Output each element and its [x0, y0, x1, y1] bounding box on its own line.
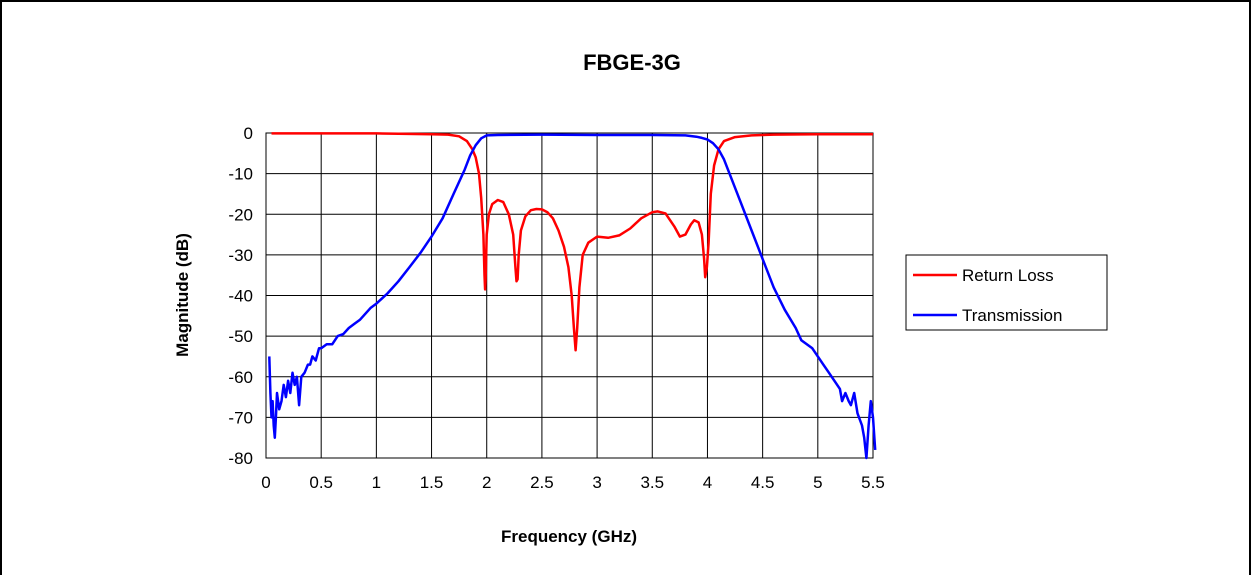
y-tick-label: -40 [228, 287, 253, 306]
y-tick-label: -70 [228, 408, 253, 427]
legend: Return Loss Transmission [905, 254, 1108, 331]
series-line-return-loss [271, 132, 873, 352]
y-tick-label: -10 [228, 165, 253, 184]
x-tick-label: 2 [482, 473, 491, 492]
x-axis-title: Frequency (GHz) [501, 527, 637, 546]
legend-box [905, 254, 1108, 331]
x-tick-label: 3.5 [640, 473, 664, 492]
x-tick-label: 1 [372, 473, 381, 492]
y-tick-label: -80 [228, 449, 253, 468]
legend-label-return-loss: Return Loss [962, 266, 1054, 285]
y-tick-label: 0 [244, 124, 253, 143]
x-tick-label: 5.5 [861, 473, 885, 492]
y-tick-label: -60 [228, 368, 253, 387]
x-tick-label: 0.5 [309, 473, 333, 492]
legend-label-transmission: Transmission [962, 306, 1062, 325]
series-layer [268, 132, 877, 460]
y-tick-label: -30 [228, 246, 253, 265]
x-tick-label: 4 [703, 473, 712, 492]
plot-area-border [265, 132, 874, 459]
x-tick-label: 1.5 [420, 473, 444, 492]
x-tick-label: 5 [813, 473, 822, 492]
tick-labels: 0 0.5 1 1.5 2 2.5 3 3.5 4 4.5 5 5.5 0 -10 -20 -30 -40 -50… [228, 124, 884, 492]
x-tick-label: 2.5 [530, 473, 554, 492]
y-axis-title: Magnitude (dB) [173, 233, 192, 357]
x-tick-label: 4.5 [751, 473, 775, 492]
y-tick-label: -50 [228, 327, 253, 346]
grid [265, 132, 874, 459]
y-tick-label: -20 [228, 205, 253, 224]
chart-title: FBGE-3G [583, 50, 681, 75]
x-tick-label: 3 [592, 473, 601, 492]
x-tick-label: 0 [261, 473, 270, 492]
series-line-transmission [268, 133, 877, 460]
